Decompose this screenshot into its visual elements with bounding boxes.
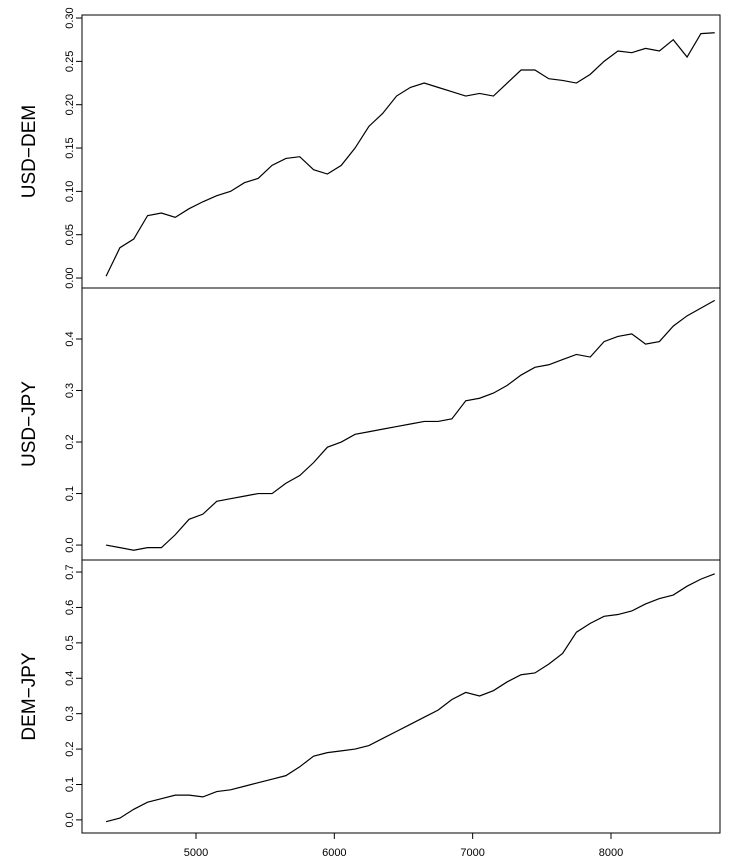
y-axis-label: USD−DEM <box>19 105 40 198</box>
y-tick-label: 0.3 <box>64 383 76 398</box>
y-tick-label: 0.5 <box>64 635 76 650</box>
y-axis-label: DEM−JPY <box>19 652 40 740</box>
x-tick-label: 6000 <box>322 847 346 859</box>
y-tick-label: 0.2 <box>64 741 76 756</box>
y-tick-label: 0.15 <box>64 137 76 158</box>
series-line <box>105 32 715 277</box>
panel-frame <box>81 14 721 289</box>
y-tick-label: 0.1 <box>64 777 76 792</box>
y-tick-label: 0.6 <box>64 600 76 615</box>
series-line <box>105 573 715 823</box>
y-tick-label: 0.00 <box>64 267 76 288</box>
x-tick-label: 8000 <box>599 847 623 859</box>
y-tick-label: 0.0 <box>64 812 76 827</box>
y-tick-label: 0.7 <box>64 564 76 579</box>
y-tick-label: 0.10 <box>64 181 76 202</box>
panel-frame <box>81 287 721 561</box>
y-tick-label: 0.05 <box>64 224 76 245</box>
y-tick-label: 0.4 <box>64 331 76 346</box>
y-axis-label: USD−JPY <box>19 381 40 467</box>
y-tick-label: 0.25 <box>64 51 76 72</box>
y-tick-label: 0.4 <box>64 671 76 686</box>
series-line <box>105 299 716 551</box>
y-tick-label: 0.3 <box>64 706 76 721</box>
x-tick-label: 7000 <box>460 847 484 859</box>
y-tick-label: 0.2 <box>64 434 76 449</box>
x-tick-label: 5000 <box>184 847 208 859</box>
panel-frame <box>81 559 721 834</box>
y-tick-label: 0.0 <box>64 537 76 552</box>
y-tick-label: 0.1 <box>64 486 76 501</box>
y-tick-label: 0.20 <box>64 94 76 115</box>
y-tick-label: 0.30 <box>64 7 76 28</box>
